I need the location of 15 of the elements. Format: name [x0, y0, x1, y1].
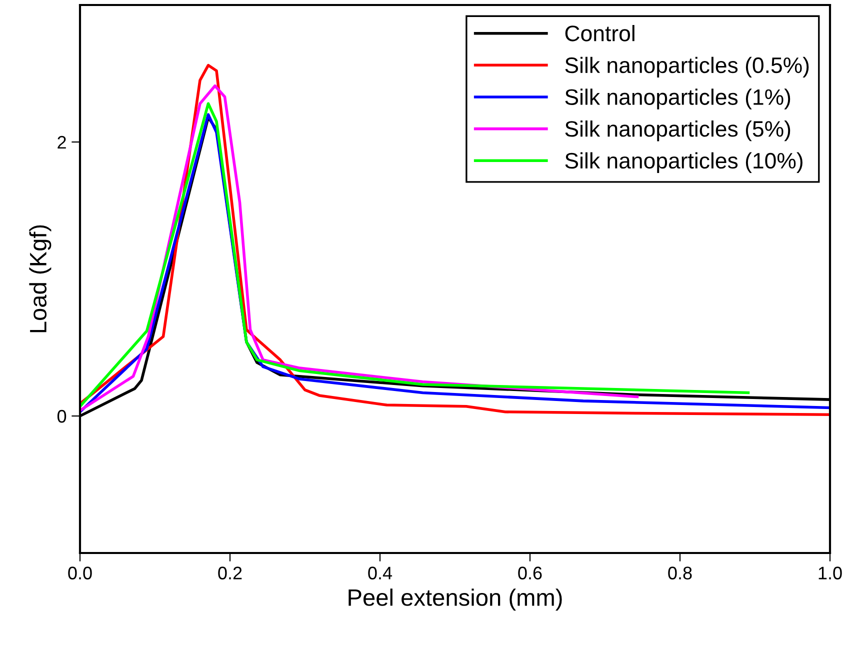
legend-label: Silk nanoparticles (5%)	[565, 120, 790, 142]
x-tick-label: 0.4	[368, 566, 392, 580]
x-tick-label: 0.6	[518, 566, 542, 580]
legend-label: Control	[565, 25, 634, 42]
x-tick-label: 0.2	[218, 566, 242, 580]
legend-label: Silk nanoparticles (10%)	[565, 152, 802, 174]
x-axis-title: Peel extension (mm)	[348, 588, 562, 611]
x-tick-label: 0.0	[68, 566, 92, 580]
x-tick-label: 0.8	[668, 566, 692, 580]
legend-label: Silk nanoparticles (0.5%)	[565, 56, 809, 78]
y-tick-label: 0	[57, 410, 66, 423]
y-tick-label: 2	[58, 136, 66, 149]
x-tick-label: 1.0	[818, 566, 842, 580]
legend-label: Silk nanoparticles (1%)	[565, 88, 790, 110]
y-axis-title: Load (Kgf)	[29, 225, 52, 332]
